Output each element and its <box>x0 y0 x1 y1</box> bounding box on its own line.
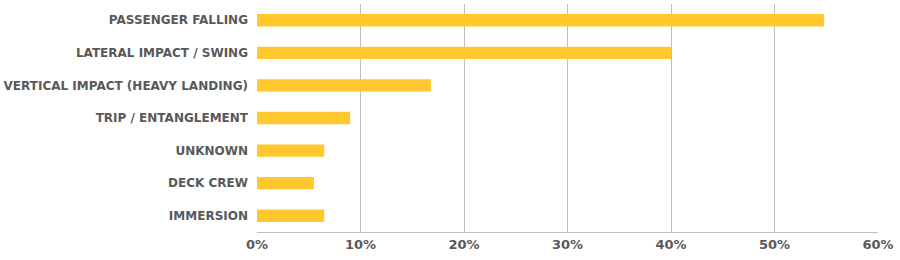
svg-text:LATERAL IMPACT / SWING: LATERAL IMPACT / SWING <box>76 46 248 60</box>
svg-text:60%: 60% <box>862 237 893 252</box>
svg-text:VERTICAL IMPACT (HEAVY LANDING: VERTICAL IMPACT (HEAVY LANDING) <box>4 79 248 93</box>
svg-text:10%: 10% <box>345 237 376 252</box>
svg-text:50%: 50% <box>759 237 790 252</box>
svg-text:DECK CREW: DECK CREW <box>168 176 248 190</box>
svg-text:TRIP / ENTANGLEMENT: TRIP / ENTANGLEMENT <box>96 111 249 125</box>
svg-text:40%: 40% <box>655 237 686 252</box>
svg-text:0%: 0% <box>246 237 268 252</box>
svg-text:30%: 30% <box>552 237 583 252</box>
svg-text:IMMERSION: IMMERSION <box>169 209 248 223</box>
svg-text:20%: 20% <box>448 237 479 252</box>
svg-text:PASSENGER FALLING: PASSENGER FALLING <box>109 13 248 27</box>
svg-text:UNKNOWN: UNKNOWN <box>175 144 248 158</box>
